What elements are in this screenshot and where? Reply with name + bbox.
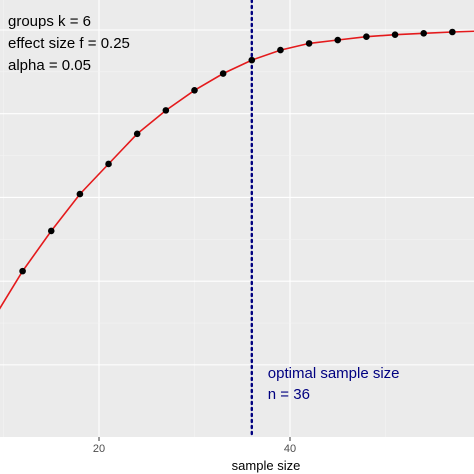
- param-effect-size: effect size f = 0.25: [8, 35, 130, 52]
- data-point: [47, 227, 55, 235]
- power-series: [0, 30, 474, 310]
- data-point: [363, 33, 370, 40]
- data-point: [219, 70, 227, 77]
- data-point: [420, 30, 428, 37]
- data-point: [191, 86, 198, 94]
- data-point: [248, 56, 256, 64]
- param-alpha: alpha = 0.05: [8, 57, 91, 74]
- data-point: [76, 190, 84, 198]
- grid-lines: [0, 0, 474, 437]
- data-points: [19, 28, 456, 275]
- data-point: [391, 31, 399, 38]
- param-groups: groups k = 6: [8, 13, 91, 30]
- optimal-n-label: n = 36: [268, 386, 310, 403]
- data-point: [105, 160, 112, 168]
- data-point: [133, 130, 141, 138]
- optimal-sample-size-label: optimal sample size: [268, 365, 400, 382]
- x-axis-ticks: 204060: [93, 437, 296, 455]
- plot-panel: [0, 0, 474, 437]
- x-tick-label: 40: [284, 443, 296, 455]
- data-point: [19, 267, 26, 275]
- data-point: [162, 107, 170, 114]
- data-point: [305, 40, 313, 47]
- power-curve-line: [0, 30, 474, 310]
- data-point: [277, 46, 284, 54]
- x-tick-label: 20: [93, 443, 105, 455]
- x-axis-title: sample size: [232, 458, 301, 473]
- data-point: [449, 28, 456, 36]
- data-point: [334, 36, 342, 44]
